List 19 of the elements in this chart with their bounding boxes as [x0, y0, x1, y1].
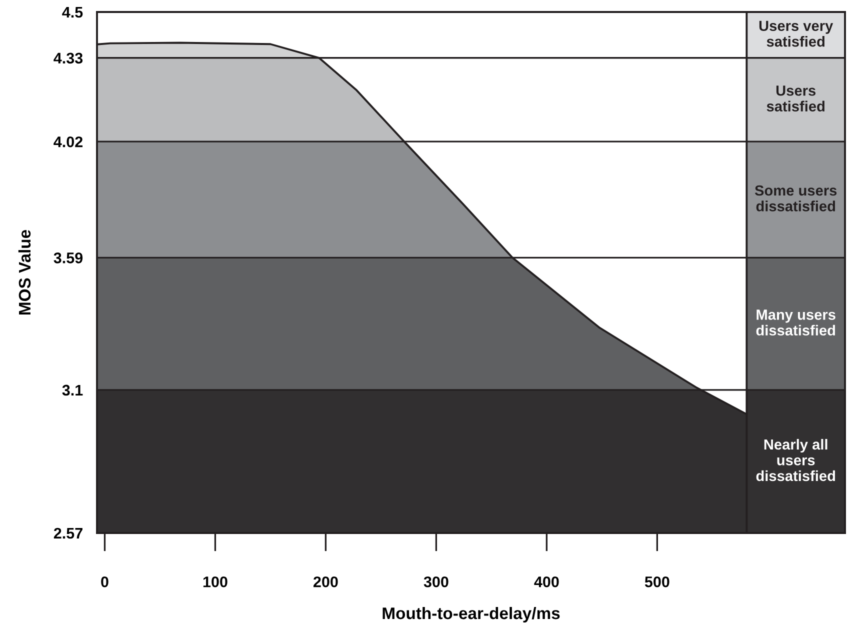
y-tick-label: 2.57	[54, 528, 82, 539]
y-tick-label: 4.02	[54, 136, 82, 148]
x-tick-label: 400	[534, 576, 559, 588]
band-label: Users satisfied	[766, 86, 824, 112]
x-tick-label: 500	[644, 576, 670, 588]
x-tick-label: 200	[313, 576, 338, 588]
y-tick-label: 4.33	[54, 52, 83, 64]
y-tick-label: 4.5	[62, 7, 83, 18]
x-tick-label: 300	[424, 576, 448, 588]
band-label: Some users dissatisfied	[754, 185, 837, 212]
y-tick-label: 3.1	[62, 384, 83, 396]
x-axis-title: Mouth-to-ear-delay/ms	[382, 606, 560, 622]
y-axis-title: MOS Value	[18, 230, 31, 314]
band-label: Many users dissatisfied	[756, 310, 836, 336]
x-tick-label: 100	[203, 576, 228, 588]
band-label: Users very satisfied	[759, 20, 834, 47]
band-label: Nearly all users dissatisfied	[756, 438, 835, 482]
x-tick-label: 0	[101, 576, 108, 588]
y-tick-label: 3.59	[54, 252, 83, 264]
